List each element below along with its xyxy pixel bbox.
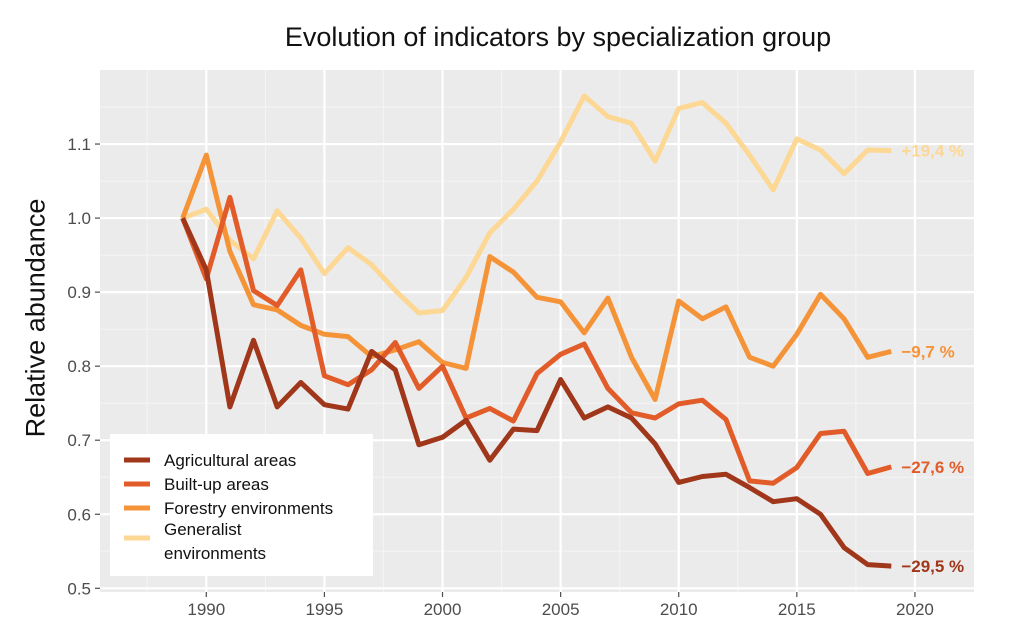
y-tick-label: 0.7 (67, 431, 91, 450)
x-tick-label: 2000 (424, 600, 462, 619)
legend-label: Forestry environments (164, 499, 333, 518)
x-tick-label: 2010 (660, 600, 698, 619)
series-line (180, 152, 892, 402)
y-tick-label: 0.6 (67, 505, 91, 524)
x-tick-label: 1995 (305, 600, 343, 619)
x-tick-label: 2015 (778, 600, 816, 619)
x-tick-label: 2005 (542, 600, 580, 619)
y-tick-label: 0.9 (67, 283, 91, 302)
series-end-label: −29,5 % (901, 557, 964, 576)
legend-box (110, 434, 373, 576)
x-tick-label: 2020 (896, 600, 934, 619)
y-tick-label: 0.5 (67, 579, 91, 598)
series-line (180, 194, 892, 486)
legend-label: Built-up areas (164, 475, 269, 494)
series-line (180, 217, 892, 569)
series-end-label: −27,6 % (901, 458, 964, 477)
y-tick-label: 0.8 (67, 357, 91, 376)
legend-label: Generalist (164, 520, 242, 539)
y-tick-label: 1.0 (67, 209, 91, 228)
y-tick-label: 1.1 (67, 135, 91, 154)
chart-title: Evolution of indicators by specializatio… (284, 22, 832, 52)
series-end-label: +19,4 % (901, 142, 964, 161)
series-line (181, 93, 892, 316)
series-end-label: −9,7 % (901, 342, 954, 361)
end-labels: −29,5 % −27,6 % −9,7 % +19,4 % (901, 142, 964, 576)
legend-label: Agricultural areas (164, 451, 296, 470)
x-tick-label: 1990 (187, 600, 225, 619)
minor-grid (100, 70, 974, 592)
legend-label: environments (164, 544, 266, 563)
legend: Agricultural areas Built-up areas Forestry… (110, 434, 373, 576)
series-lines (180, 93, 892, 569)
axis-ticks: 1990 1995 2000 2005 2010 2015 2020 0.5 0.6 0.7 0.8… (67, 135, 934, 619)
